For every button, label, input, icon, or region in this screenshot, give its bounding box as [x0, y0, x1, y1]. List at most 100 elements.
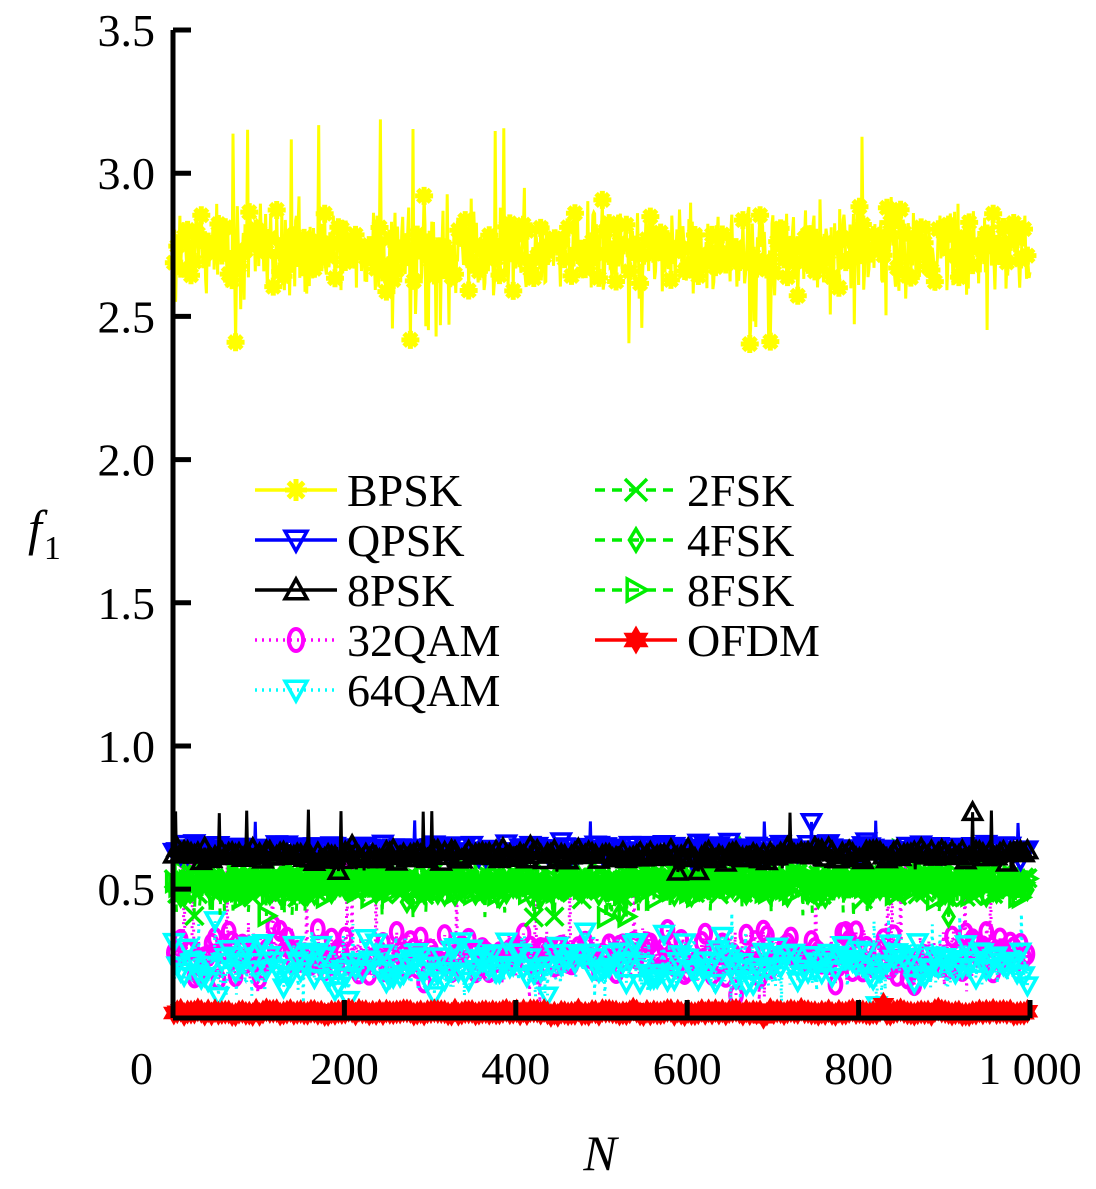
legend-entry-qpsk: QPSK: [255, 515, 465, 566]
data-point: [631, 274, 650, 293]
data-point: [500, 214, 519, 233]
data-point: [459, 281, 478, 300]
series-bpsk: [164, 119, 1037, 354]
data-point: [531, 218, 550, 237]
data-point: [490, 266, 509, 285]
data-point: [829, 278, 848, 297]
data-point: [192, 206, 211, 225]
data-point: [572, 239, 591, 258]
data-point: [425, 266, 444, 285]
data-point: [963, 256, 982, 275]
data-point: [960, 213, 979, 232]
data-point: [860, 242, 879, 261]
data-point: [445, 265, 464, 284]
data-point: [727, 238, 746, 257]
data-point: [620, 262, 639, 281]
series-8psk: [161, 799, 1040, 881]
data-point: [1011, 885, 1034, 910]
data-point: [415, 186, 434, 205]
x-tick-label: 600: [653, 1043, 722, 1094]
data-point: [370, 218, 389, 237]
data-point: [895, 223, 914, 242]
data-point: [305, 259, 324, 278]
data-point: [902, 839, 927, 861]
data-point: [480, 944, 505, 966]
data-point: [600, 214, 619, 233]
data-point: [257, 242, 276, 261]
data-point: [757, 260, 776, 279]
data-point: [652, 924, 677, 947]
data-point: [644, 887, 667, 912]
data-point: [1015, 870, 1037, 895]
data-point: [974, 960, 999, 983]
data-point: [1005, 964, 1030, 986]
data-point: [901, 268, 920, 287]
data-point: [637, 230, 656, 249]
data-point: [949, 268, 968, 287]
legend-entry-2fsk: 2FSK: [595, 465, 794, 516]
x-tick-label: 0: [130, 1043, 153, 1094]
data-point: [535, 986, 560, 1009]
data-point: [523, 907, 545, 928]
legend-label: BPSK: [347, 465, 462, 516]
legend-entry-32qam: 32QAM: [255, 615, 500, 666]
data-point: [905, 933, 930, 955]
data-point: [326, 976, 351, 999]
y-tick-label: 3.5: [98, 5, 156, 56]
data-point: [429, 947, 454, 969]
data-point: [912, 840, 937, 863]
data-point: [442, 872, 465, 897]
legend-label: 64QAM: [347, 665, 500, 716]
data-point: [243, 232, 262, 251]
data-point: [555, 250, 574, 269]
data-point: [833, 229, 852, 248]
data-point: [216, 218, 235, 237]
data-point: [425, 965, 450, 988]
data-point: [771, 219, 790, 238]
data-point: [956, 227, 975, 246]
data-point: [854, 942, 879, 964]
data-point: [566, 945, 591, 967]
data-point: [754, 252, 773, 271]
data-point: [912, 218, 931, 237]
data-point: [260, 229, 279, 248]
data-point: [544, 906, 565, 927]
data-point: [480, 226, 499, 245]
legend-label: QPSK: [347, 515, 465, 566]
data-point: [422, 986, 447, 1008]
data-point: [813, 845, 838, 867]
data-point: [720, 956, 745, 978]
data-point: [978, 920, 995, 943]
data-point: [661, 270, 680, 289]
data-point: [449, 221, 468, 240]
data-point: [709, 243, 728, 262]
series-markers-64qam: [161, 911, 1040, 1018]
data-point: [229, 257, 248, 276]
x-tick-label: 400: [481, 1043, 550, 1094]
data-point: [285, 951, 310, 973]
data-point: [559, 218, 578, 237]
data-point: [188, 224, 207, 243]
data-point: [524, 269, 543, 288]
data-point: [871, 226, 890, 245]
legend-entry-4fsk: 4FSK: [595, 515, 794, 566]
y-axis-label: f1: [28, 500, 61, 567]
data-point: [429, 849, 454, 871]
data-point: [377, 282, 396, 301]
legend-entry-64qam: 64QAM: [255, 665, 500, 716]
data-point: [363, 239, 382, 258]
data-point: [884, 882, 907, 907]
data-point: [583, 232, 602, 251]
data-point: [172, 966, 197, 989]
data-point: [298, 241, 317, 260]
data-point: [435, 238, 454, 257]
data-point: [648, 241, 667, 260]
data-point: [333, 967, 358, 990]
data-point: [233, 841, 258, 864]
data-point: [744, 246, 763, 265]
data-point: [778, 268, 797, 287]
data-point: [1018, 246, 1037, 265]
legend-label: 32QAM: [347, 615, 500, 666]
data-point: [579, 254, 598, 273]
data-point: [185, 252, 204, 271]
